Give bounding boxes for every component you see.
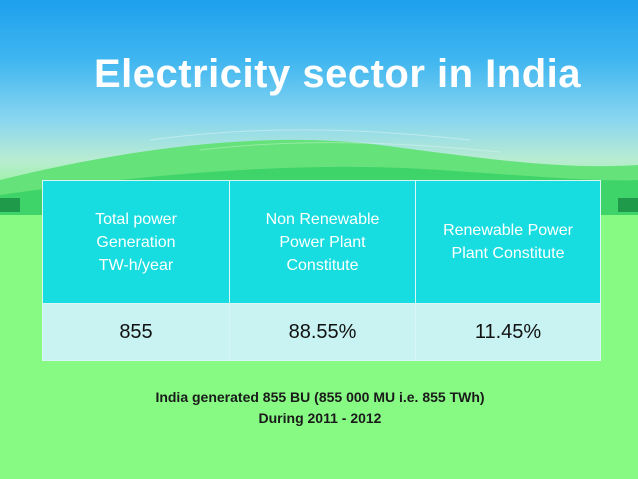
table-row: 855 88.55% 11.45% (42, 303, 601, 361)
footnote-line-1: India generated 855 BU (855 000 MU i.e. … (155, 389, 485, 405)
value-non-renewable: 88.55% (229, 303, 416, 361)
header-line: Plant Constitute (451, 245, 565, 262)
header-line: TW-h/year (98, 256, 174, 274)
header-line: Total power (95, 210, 177, 228)
footnote-line-2: During 2011 - 2012 (258, 410, 382, 426)
header-total-power: Total power Generation TW-h/year (42, 180, 230, 304)
header-renewable: Renewable Power Plant Constitute (415, 180, 601, 304)
header-line: Renewable Power (443, 222, 573, 239)
header-line: Constitute (286, 256, 359, 274)
header-non-renewable: Non Renewable Power Plant Constitute (229, 180, 416, 304)
header-line: Non Renewable (265, 210, 380, 228)
table-header-row: Total power Generation TW-h/year Non Ren… (42, 180, 601, 304)
electricity-table: Total power Generation TW-h/year Non Ren… (42, 180, 601, 361)
value-renewable: 11.45% (415, 303, 601, 361)
header-line: Power Plant (279, 233, 366, 251)
header-line: Generation (96, 233, 176, 251)
value-total-power: 855 (42, 303, 230, 361)
slide-title: Electricity sector in India (94, 52, 581, 96)
footnote: India generated 855 BU (855 000 MU i.e. … (110, 387, 530, 429)
